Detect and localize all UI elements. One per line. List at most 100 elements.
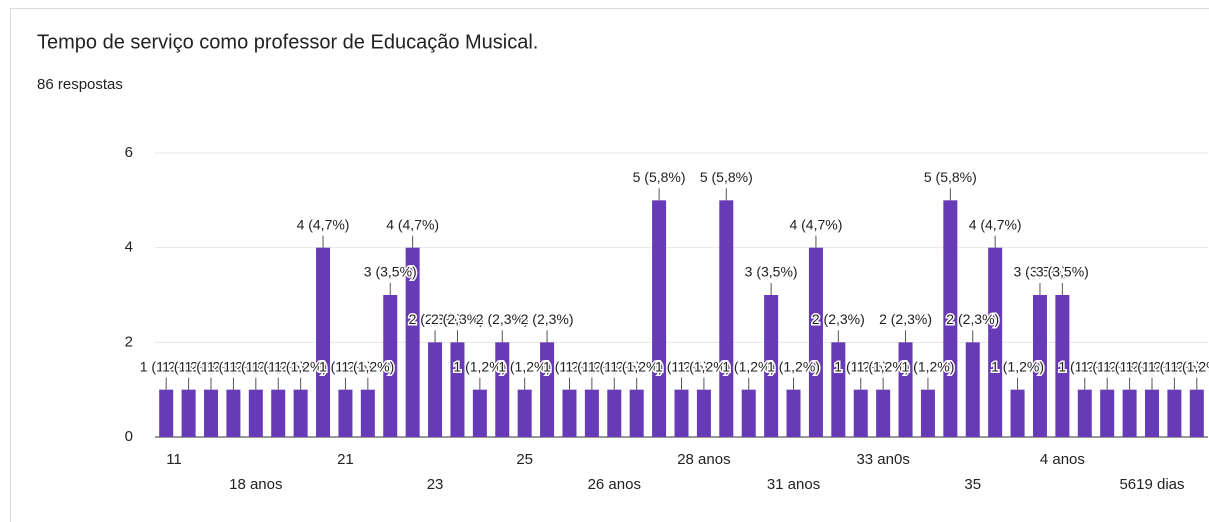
data-label: 1 (1,2%)	[185, 358, 238, 374]
x-tick-label: 23	[427, 476, 444, 493]
bar	[988, 247, 1003, 437]
data-label: 4 (4,7%)	[386, 216, 439, 232]
data-label: 1 (1,2%)	[453, 358, 506, 374]
bar	[1167, 389, 1182, 437]
bar	[943, 200, 958, 437]
bar	[719, 200, 734, 437]
data-label: 1 (1,2%)	[1126, 358, 1179, 374]
data-label: 1 (1,2%)	[834, 358, 887, 374]
bar	[226, 389, 241, 437]
bar	[316, 247, 331, 437]
data-label: 1 (1,2%)	[1103, 358, 1156, 374]
data-label: 1 (1,2%)	[655, 358, 708, 374]
x-tick-label: 25	[516, 451, 533, 468]
data-label: 1 (1,2%)	[610, 358, 663, 374]
x-tick-label: 28 anos	[677, 451, 730, 468]
data-label: 1 (1,2%)	[588, 358, 641, 374]
bar	[674, 389, 689, 437]
bar	[495, 342, 510, 437]
data-label: 4 (4,7%)	[297, 216, 350, 232]
bar	[764, 295, 779, 437]
data-label: 2 (2,3%)	[409, 311, 462, 327]
data-label: 1 (1,2%)	[274, 358, 327, 374]
bar	[293, 389, 308, 437]
data-label: 1 (1,2%)	[252, 358, 305, 374]
data-label: 3 (3,5%)	[745, 264, 798, 280]
bar	[1055, 295, 1070, 437]
data-label: 1 (1,2%)	[1170, 358, 1209, 374]
bar	[696, 389, 711, 437]
bar	[360, 389, 375, 437]
x-tick-label: 33 an0s	[856, 451, 909, 468]
bar	[1100, 389, 1115, 437]
x-tick-label: 4 anos	[1040, 451, 1085, 468]
data-label: 1 (1,2%)	[565, 358, 618, 374]
data-label: 1 (1,2%)	[229, 358, 282, 374]
bar	[159, 389, 174, 437]
data-label: 5 (5,8%)	[633, 169, 686, 185]
data-label: 1 (1,2%)	[341, 358, 394, 374]
bar	[204, 389, 219, 437]
x-tick-label: 31 anos	[767, 476, 820, 493]
data-label: 4 (4,7%)	[789, 216, 842, 232]
data-label: 1 (1,2%)	[543, 358, 596, 374]
bar	[965, 342, 980, 437]
bar	[898, 342, 913, 437]
bar	[517, 389, 532, 437]
bar	[383, 295, 398, 437]
data-label: 1 (1,2%)	[767, 358, 820, 374]
bar	[271, 389, 286, 437]
bar	[1122, 389, 1137, 437]
data-label: 1 (1,2%)	[207, 358, 260, 374]
data-label: 1 (1,2%)	[162, 358, 215, 374]
bar	[248, 389, 263, 437]
data-label: 2 (2,3%)	[879, 311, 932, 327]
bar	[405, 247, 420, 437]
data-label: 1 (1,2%)	[319, 358, 372, 374]
data-label: 2 (2,3%)	[521, 311, 574, 327]
bar	[338, 389, 353, 437]
bar	[1189, 389, 1204, 437]
bar	[562, 389, 577, 437]
bar	[428, 342, 443, 437]
bar	[181, 389, 196, 437]
x-tick-label: 35	[964, 476, 981, 493]
bar	[808, 247, 823, 437]
bar	[853, 389, 868, 437]
data-label: 1 (1,2%)	[1148, 358, 1201, 374]
x-tick-label: 18 anos	[229, 476, 282, 493]
bar	[920, 389, 935, 437]
data-label: 3 (3,5%)	[1036, 264, 1089, 280]
data-label: 1 (1,2%)	[991, 358, 1044, 374]
y-tick-label: 0	[125, 428, 133, 445]
bar	[1077, 389, 1092, 437]
bar	[1032, 295, 1047, 437]
data-label: 2 (2,3%)	[476, 311, 529, 327]
data-label: 2 (2,3%)	[946, 311, 999, 327]
chart-title: Tempo de serviço como professor de Educa…	[37, 31, 538, 53]
x-tick-label: 26 anos	[588, 476, 641, 493]
data-label: 5 (5,8%)	[700, 169, 753, 185]
bar	[540, 342, 555, 437]
data-label: 1 (1,2%)	[140, 358, 193, 374]
data-label: 2 (2,3%)	[431, 311, 484, 327]
bar	[741, 389, 756, 437]
x-tick-label: 5619 dias	[1119, 476, 1184, 493]
bar	[607, 389, 622, 437]
data-label: 2 (2,3%)	[812, 311, 865, 327]
bar	[652, 200, 667, 437]
chart-subtitle: 86 respostas	[37, 76, 123, 93]
bar	[1010, 389, 1025, 437]
bar	[786, 389, 801, 437]
data-label: 3 (3,5%)	[1014, 264, 1067, 280]
bar	[831, 342, 846, 437]
y-tick-label: 4	[125, 239, 133, 256]
x-tick-label: 21	[337, 451, 354, 468]
data-label: 1 (1,2%)	[901, 358, 954, 374]
y-tick-label: 2	[125, 333, 133, 350]
bar	[1144, 389, 1159, 437]
data-label: 1 (1,2%)	[722, 358, 775, 374]
data-label: 3 (3,5%)	[364, 264, 417, 280]
bar	[450, 342, 465, 437]
